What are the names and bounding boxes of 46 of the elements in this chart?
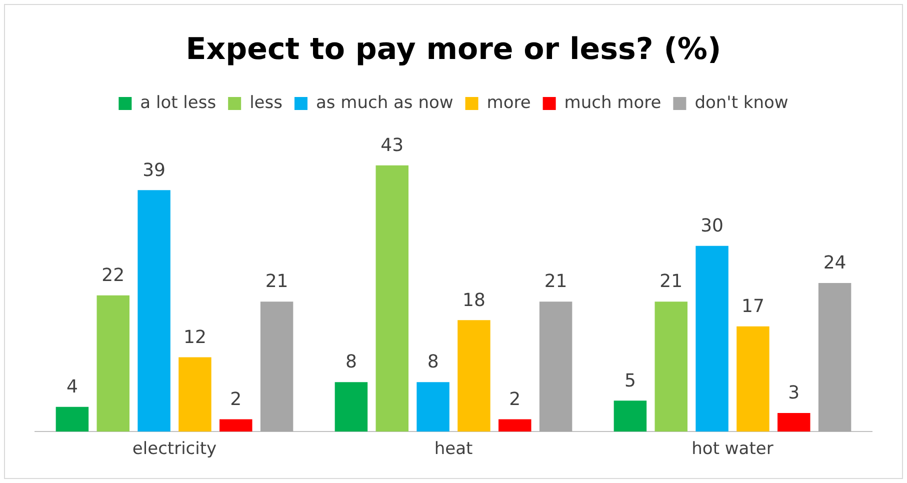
data-label: 5 bbox=[624, 370, 636, 392]
data-label: 22 bbox=[102, 265, 125, 286]
legend-label: a lot less bbox=[140, 92, 216, 113]
legend-label: more bbox=[486, 92, 531, 113]
data-label: 2 bbox=[230, 388, 242, 410]
data-label: 3 bbox=[788, 382, 800, 404]
bar bbox=[654, 302, 688, 432]
data-label: 30 bbox=[700, 216, 724, 237]
bar bbox=[376, 165, 408, 432]
data-label: 21 bbox=[660, 271, 683, 292]
data-label: 24 bbox=[823, 252, 846, 274]
bar bbox=[614, 400, 647, 432]
bar bbox=[778, 413, 810, 432]
legend-label: much more bbox=[564, 92, 662, 113]
bar bbox=[178, 357, 212, 432]
data-label: 12 bbox=[184, 326, 206, 348]
bar bbox=[498, 419, 532, 432]
data-label: 17 bbox=[742, 296, 764, 318]
data-label: 8 bbox=[427, 352, 439, 373]
data-label: 2 bbox=[509, 388, 521, 410]
chart-title: Expect to pay more or less? (%) bbox=[186, 32, 722, 67]
bar bbox=[56, 406, 89, 432]
bar bbox=[96, 295, 130, 432]
data-label: 21 bbox=[265, 271, 288, 292]
bar bbox=[220, 419, 252, 432]
bar bbox=[416, 382, 450, 432]
bar bbox=[334, 382, 368, 432]
legend-label: don't know bbox=[694, 92, 788, 113]
x-tick-label: electricity bbox=[132, 439, 217, 460]
data-label: 8 bbox=[345, 352, 357, 373]
bar bbox=[736, 326, 770, 432]
data-label: 18 bbox=[462, 290, 486, 311]
data-label: 4 bbox=[66, 376, 78, 398]
data-label: 39 bbox=[142, 160, 166, 181]
x-tick-label: hot water bbox=[692, 439, 774, 460]
bar bbox=[539, 302, 572, 432]
data-label: 43 bbox=[380, 135, 404, 156]
bar bbox=[458, 320, 490, 432]
bar bbox=[260, 302, 294, 432]
x-tick-label: heat bbox=[434, 439, 473, 460]
legend-label: as much as now bbox=[316, 92, 454, 113]
data-label: 21 bbox=[544, 271, 568, 292]
bar bbox=[818, 282, 852, 432]
bar bbox=[138, 190, 170, 432]
bar bbox=[696, 246, 728, 432]
legend-label: less bbox=[250, 92, 283, 113]
